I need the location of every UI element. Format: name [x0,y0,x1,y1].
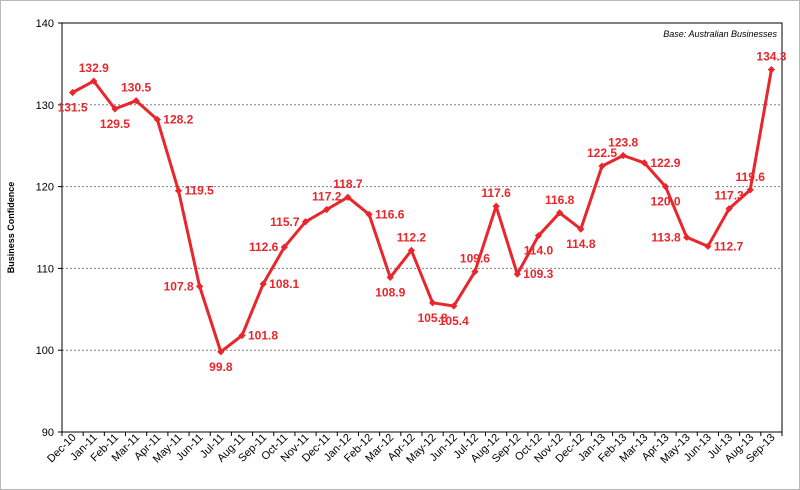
data-point-marker [450,302,458,310]
data-label: 113.8 [651,230,681,244]
data-label: 123.8 [608,136,638,150]
data-label: 99.8 [209,360,233,374]
data-label: 115.7 [270,215,300,229]
data-label: 128.2 [163,113,193,127]
data-label: 117.3 [714,189,744,203]
data-label: 118.7 [333,177,363,191]
data-label: 119.5 [184,184,214,198]
data-label: 101.8 [248,328,278,342]
data-label: 120.0 [651,195,681,209]
data-label: 112.2 [397,230,427,244]
data-label: 122.9 [650,156,680,170]
y-axis-title: Business Confidence [6,182,16,274]
data-point-marker [344,193,352,201]
data-point-marker [577,225,585,233]
data-label: 108.9 [375,285,405,299]
data-label: 114.8 [566,237,596,251]
data-point-marker [513,270,521,278]
data-point-marker [471,268,479,276]
data-point-marker [132,97,140,105]
data-label: 112.6 [249,240,279,254]
data-point-marker [746,186,754,194]
data-point-marker [365,210,373,219]
base-annotation: Base: Australian Businesses [663,29,777,39]
data-label: 112.7 [714,239,744,253]
series-line [71,69,773,354]
data-point-marker [196,282,204,290]
data-point-marker [111,105,119,113]
data-point-marker [280,243,288,251]
data-point-marker [301,218,310,226]
data-point-marker [174,187,183,195]
y-tick-label: 140 [36,18,54,30]
data-point-marker [767,66,776,74]
data-point-marker [640,159,648,167]
data-point-marker [90,77,98,85]
data-point-marker [386,273,394,281]
y-tick-label: 130 [36,100,54,112]
y-tick-label: 100 [36,345,54,357]
data-label: 114.0 [524,244,554,258]
data-label: 132.9 [79,61,109,75]
data-point-marker [492,202,500,210]
data-label: 131.5 [58,101,88,115]
data-point-marker [534,232,543,240]
data-point-marker [428,299,437,307]
y-tick-label: 90 [42,427,54,439]
data-point-marker [556,209,564,217]
y-tick-label: 110 [36,263,54,275]
data-label: 109.3 [523,267,553,281]
data-point-marker [68,88,77,97]
data-label: 119.6 [736,170,766,184]
plot-area [61,22,783,433]
data-point-marker [704,242,712,250]
data-label: 108.1 [269,277,299,291]
data-point-marker [217,348,225,356]
data-label: 122.5 [587,146,617,160]
gridlines [62,104,782,351]
data-label: 105.8 [418,311,448,325]
data-point-marker [259,280,267,288]
data-label: 117.6 [481,186,511,200]
data-label: 116.8 [545,193,575,207]
data-point-marker [661,183,670,191]
y-tick-label: 120 [36,182,54,194]
data-label: 134.3 [756,50,786,64]
data-markers [68,66,776,356]
data-label: 116.6 [375,207,405,221]
data-label: 105.4 [439,314,469,328]
data-label: 117.2 [312,190,342,204]
data-point-marker [323,205,331,214]
data-label: 107.8 [164,279,194,293]
data-point-marker [619,151,627,160]
data-point-marker [725,205,733,213]
data-label: 109.6 [460,252,490,266]
data-label: 129.5 [100,117,130,131]
data-point-marker [238,331,246,340]
data-label: 130.5 [121,81,151,95]
data-point-marker [153,115,161,124]
x-axis-ticks: Dec-10Jan-11Feb-11Mar-11Apr-11May-11Jun-… [45,432,783,466]
data-point-marker [683,233,691,241]
data-labels: 131.5 132.9 129.5 130.5 128.2 119.5 107.8 99.8 1… [58,50,787,374]
data-point-marker [598,162,606,170]
y-axis-ticks: 90 100 110 120 130 140 [36,18,62,439]
data-point-marker [407,246,416,255]
